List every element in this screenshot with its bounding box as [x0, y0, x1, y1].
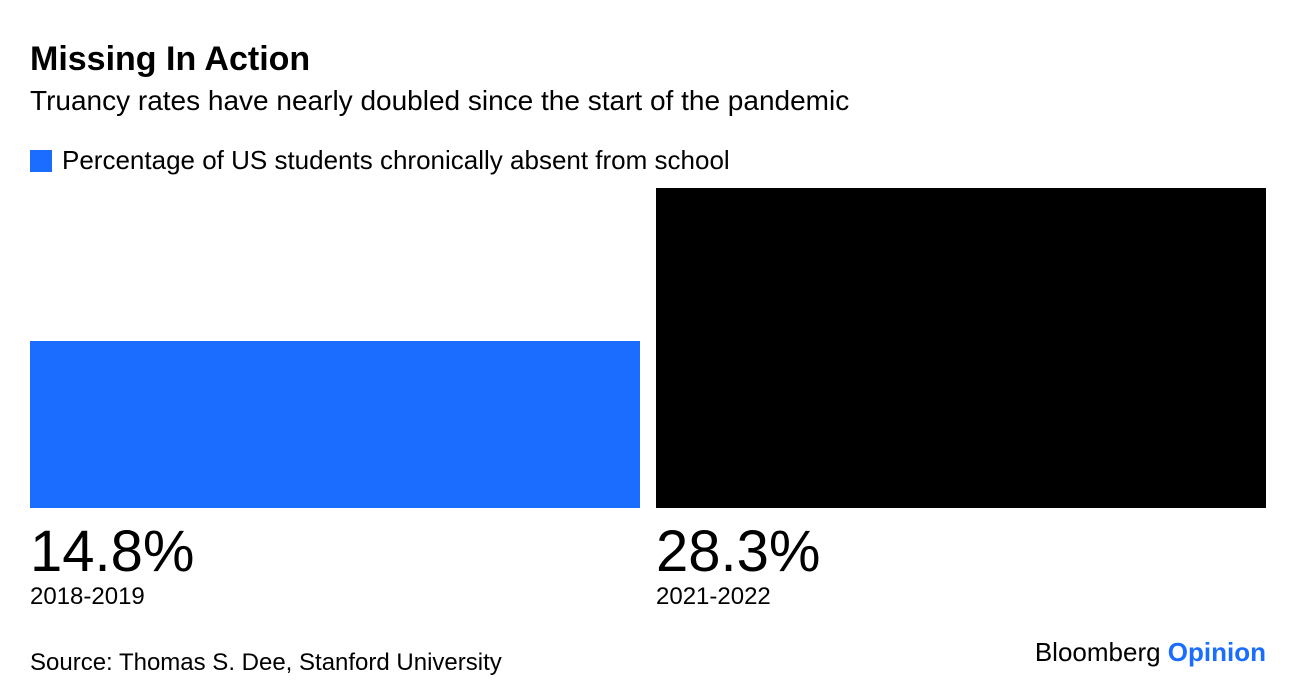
bar-value-1: 28.3%: [656, 522, 1266, 583]
bar-value-0: 14.8%: [30, 522, 640, 583]
bar-period-0: 2018-2019: [30, 583, 640, 611]
bar-period-1: 2021-2022: [656, 583, 1266, 611]
legend-label: Percentage of US students chronically ab…: [62, 145, 730, 176]
bar-column-1: [656, 188, 1266, 508]
bar-chart: [30, 188, 1266, 508]
legend: Percentage of US students chronically ab…: [30, 145, 1266, 176]
brand-part-2: Opinion: [1168, 637, 1266, 667]
value-col-0: 14.8% 2018-2019: [30, 516, 640, 611]
chart-subtitle: Truancy rates have nearly doubled since …: [30, 85, 1266, 117]
bar-1: [656, 188, 1266, 508]
brand-logo: Bloomberg Opinion: [1035, 637, 1266, 668]
bar-column-0: [30, 188, 640, 508]
value-col-1: 28.3% 2021-2022: [656, 516, 1266, 611]
bar-0: [30, 341, 640, 508]
bar-wrap-1: [656, 188, 1266, 508]
value-row: 14.8% 2018-2019 28.3% 2021-2022: [30, 516, 1266, 611]
bar-wrap-0: [30, 188, 640, 508]
brand-part-1: Bloomberg: [1035, 637, 1168, 667]
chart-title: Missing In Action: [30, 40, 1266, 79]
legend-swatch: [30, 150, 52, 172]
